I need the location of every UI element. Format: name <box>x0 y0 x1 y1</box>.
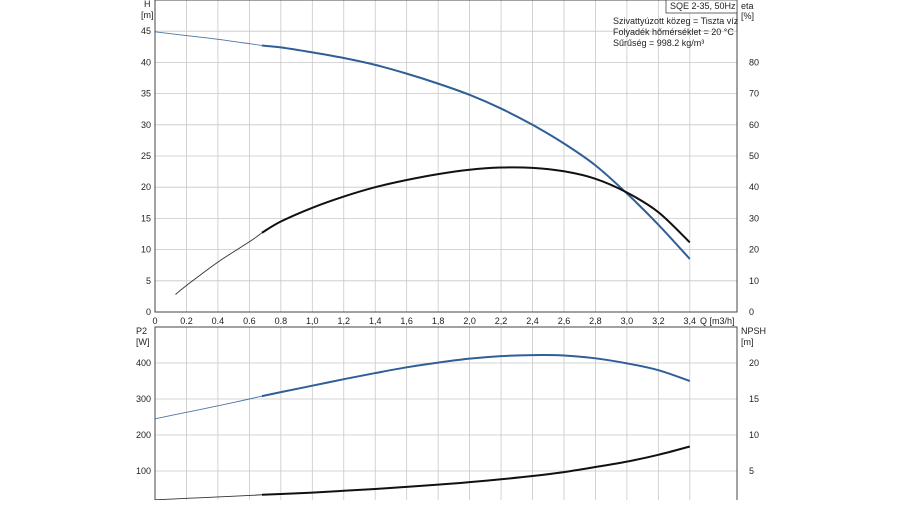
head-efficiency-curves <box>154 31 691 295</box>
power-tick-label: 200 <box>136 430 151 440</box>
flow-tick-label: 2,0 <box>463 316 476 326</box>
npsh-tick-label: 20 <box>749 358 759 368</box>
efficiency-tick-label: 60 <box>749 120 759 130</box>
flow-tick-label: 3,2 <box>652 316 665 326</box>
npsh-tick-label: 10 <box>749 430 759 440</box>
efficiency-tick-label: 30 <box>749 213 759 223</box>
flow-tick-label: 3,4 <box>684 316 697 326</box>
flow-tick-label: 0 <box>152 316 157 326</box>
efficiency-tick-label: 80 <box>749 57 759 67</box>
power-axis-unit: [W] <box>136 337 150 347</box>
density-note: Sűrűség = 998.2 kg/m³ <box>613 38 704 48</box>
power-axis-ticks: 100 200 300 400 <box>136 358 151 476</box>
head-tick-label: 10 <box>141 245 151 255</box>
temperature-note: Folyadék hőmérséklet = 20 °C <box>613 27 734 37</box>
head-curve-line <box>261 44 691 260</box>
npsh-tick-label: 15 <box>749 394 759 404</box>
power-npsh-frame <box>154 326 738 505</box>
power-curve-extension <box>154 395 263 420</box>
efficiency-tick-label: 40 <box>749 182 759 192</box>
head-tick-label: 25 <box>141 151 151 161</box>
head-efficiency-frame <box>154 0 738 313</box>
flow-tick-label: 3,0 <box>621 316 634 326</box>
head-tick-label: 0 <box>146 307 151 317</box>
efficiency-tick-label: 70 <box>749 89 759 99</box>
flow-tick-label: 2,8 <box>589 316 602 326</box>
power-tick-label: 100 <box>136 466 151 476</box>
head-tick-label: 15 <box>141 213 151 223</box>
efficiency-tick-label: 50 <box>749 151 759 161</box>
head-tick-label: 40 <box>141 57 151 67</box>
efficiency-axis-ticks: 0 10 20 30 40 50 60 70 80 <box>749 57 759 317</box>
flow-tick-label: 1,2 <box>337 316 350 326</box>
flow-tick-label: 0.2 <box>180 316 193 326</box>
flow-tick-label: 1,4 <box>369 316 382 326</box>
flow-tick-label: 0.8 <box>275 316 288 326</box>
npsh-tick-label: 5 <box>749 466 754 476</box>
power-curve-line <box>261 353 691 398</box>
flow-axis-ticks: 0 0.2 0.4 0.6 0.8 1,0 1,2 1,4 1,6 1,8 2,0 2,2 2,4 2,6… <box>152 316 696 326</box>
efficiency-axis-label: eta <box>741 1 754 11</box>
title-box <box>665 0 738 14</box>
head-axis-label: H <box>144 0 151 9</box>
power-npsh-curves <box>154 353 691 501</box>
npsh-axis-unit: [m] <box>741 337 754 347</box>
head-axis-ticks: 0 5 10 15 20 25 30 35 40 45 <box>141 26 151 317</box>
efficiency-axis-unit: [%] <box>741 11 754 21</box>
head-curve-extension <box>154 31 263 46</box>
flow-tick-label: 2,4 <box>526 316 539 326</box>
power-tick-label: 400 <box>136 358 151 368</box>
head-tick-label: 20 <box>141 182 151 192</box>
efficiency-tick-label: 20 <box>749 245 759 255</box>
head-tick-label: 30 <box>141 120 151 130</box>
lower-curve-extension <box>154 494 262 501</box>
chart-title: SQE 2-35, 50Hz <box>670 1 736 11</box>
npsh-axis-label: NPSH <box>741 326 766 336</box>
head-axis-unit: [m] <box>141 10 154 20</box>
flow-tick-label: 1,6 <box>400 316 413 326</box>
power-tick-label: 300 <box>136 394 151 404</box>
flow-tick-label: 1,8 <box>432 316 445 326</box>
flow-tick-label: 1,0 <box>306 316 319 326</box>
efficiency-tick-label: 0 <box>749 307 754 317</box>
power-npsh-grid <box>155 327 737 500</box>
flow-tick-label: 2,6 <box>558 316 571 326</box>
flow-tick-label: 0.6 <box>243 316 256 326</box>
flow-tick-label: 0.4 <box>212 316 225 326</box>
efficiency-curve-extension <box>175 232 263 295</box>
head-efficiency-grid <box>155 0 737 312</box>
power-axis-label: P2 <box>136 326 147 336</box>
head-tick-label: 35 <box>141 89 151 99</box>
head-tick-label: 5 <box>146 276 151 286</box>
head-tick-label: 45 <box>141 26 151 36</box>
efficiency-tick-label: 10 <box>749 276 759 286</box>
flow-axis-label: Q [m3/h] <box>700 316 735 326</box>
fluid-note: Szivattyúzott közeg = Tiszta víz <box>613 16 739 26</box>
flow-tick-label: 2,2 <box>495 316 508 326</box>
efficiency-curve-line <box>261 166 691 244</box>
lower-curve-line <box>261 445 691 496</box>
